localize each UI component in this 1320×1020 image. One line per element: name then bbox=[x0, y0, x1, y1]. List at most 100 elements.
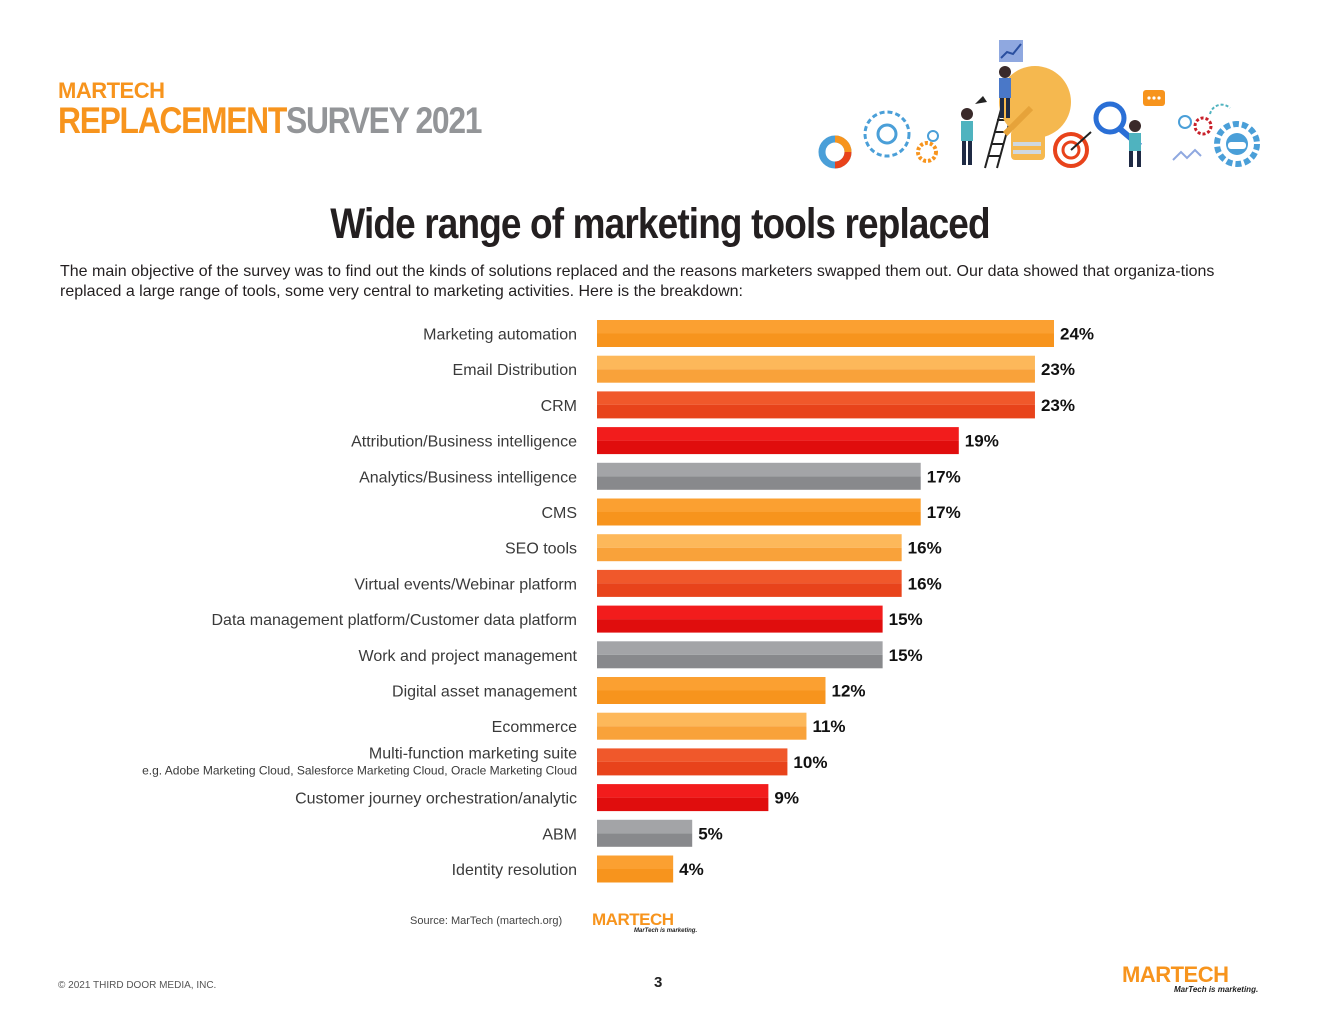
lightbulb-icon bbox=[999, 66, 1071, 160]
category-label: ABM bbox=[542, 826, 577, 843]
bar-value-label: 4% bbox=[679, 860, 704, 879]
category-label: Identity resolution bbox=[452, 862, 577, 879]
bar-value-label: 12% bbox=[832, 682, 866, 701]
bar bbox=[597, 498, 921, 512]
bar-group: 23% Email Distribution bbox=[453, 355, 1075, 383]
bar-shade bbox=[597, 583, 902, 597]
bar-shade bbox=[597, 333, 1054, 347]
bar-group: 15% Work and project management bbox=[359, 641, 923, 669]
bar-value-label: 10% bbox=[793, 753, 827, 772]
bar-group: 11% Ecommerce bbox=[492, 712, 846, 740]
bar-shade bbox=[597, 761, 788, 776]
bar-group: 17% CMS bbox=[541, 498, 961, 526]
bar-value-label: 24% bbox=[1060, 325, 1094, 344]
bar bbox=[597, 677, 826, 691]
bar-group: 4% Identity resolution bbox=[452, 855, 704, 883]
bar-value-label: 9% bbox=[774, 789, 799, 808]
bar-group: 23% CRM bbox=[541, 391, 1075, 419]
bar-value-label: 23% bbox=[1041, 360, 1075, 379]
bar-value-label: 11% bbox=[812, 717, 845, 736]
source-logo: MARTECH bbox=[592, 910, 674, 929]
category-label: Data management platform/Customer data p… bbox=[212, 612, 578, 629]
bar-shade bbox=[597, 869, 674, 883]
bar-group: 5% ABM bbox=[542, 819, 723, 847]
bar bbox=[597, 355, 1035, 370]
bar-value-label: 17% bbox=[927, 467, 961, 486]
person-icon bbox=[961, 96, 987, 165]
footer-logo: MARTECH bbox=[1122, 962, 1229, 987]
page-title: Wide range of marketing tools replaced bbox=[330, 200, 990, 248]
bar-group: 24% Marketing automation bbox=[423, 320, 1094, 347]
cloud-gear-icon bbox=[1214, 121, 1260, 167]
bar-shade bbox=[597, 690, 826, 704]
category-label: CRM bbox=[541, 398, 577, 415]
category-sublabel: e.g. Adobe Marketing Cloud, Salesforce M… bbox=[142, 763, 577, 777]
bar-group: 16% SEO tools bbox=[505, 534, 942, 562]
bar-shade bbox=[597, 654, 883, 669]
bar-shade bbox=[597, 619, 883, 633]
bar-value-label: 23% bbox=[1041, 396, 1075, 415]
bar-shade bbox=[597, 726, 807, 740]
category-label: Marketing automation bbox=[423, 327, 577, 344]
bar bbox=[597, 427, 959, 441]
chat-bubble-icon bbox=[1143, 90, 1165, 106]
person-with-chart-icon bbox=[999, 40, 1023, 118]
gear-icon bbox=[863, 110, 939, 163]
intro-paragraph: The main objective of the survey was to … bbox=[60, 263, 1215, 300]
bar-value-label: 15% bbox=[889, 610, 923, 629]
pie-chart-icon bbox=[818, 135, 852, 169]
footer-tagline: MarTech is marketing. bbox=[1174, 985, 1259, 994]
bar-value-label: 19% bbox=[965, 432, 999, 451]
bar bbox=[597, 320, 1054, 334]
survey-title-logo: REPLACEMENTSURVEY 2021 bbox=[58, 100, 482, 142]
bar bbox=[597, 712, 807, 727]
category-label: Virtual events/Webinar platform bbox=[354, 576, 577, 593]
bar-shade bbox=[597, 512, 921, 526]
survey-title-gray: SURVEY 2021 bbox=[286, 100, 482, 141]
bar bbox=[597, 534, 902, 548]
category-label: Work and project management bbox=[359, 648, 578, 665]
bar-group: 19% Attribution/Business intelligence bbox=[351, 427, 999, 455]
bar-shade bbox=[597, 547, 902, 562]
bar bbox=[597, 605, 883, 620]
marketing-illustration bbox=[818, 40, 1260, 169]
survey-title-orange: REPLACEMENT bbox=[58, 100, 287, 141]
bar-group: 16% Virtual events/Webinar platform bbox=[354, 569, 942, 597]
bar-value-label: 16% bbox=[908, 539, 942, 558]
source-tagline: MarTech is marketing. bbox=[634, 928, 698, 934]
bar bbox=[597, 819, 693, 834]
bar-shade bbox=[597, 440, 959, 455]
bar-group: 15% Data management platform/Customer dat… bbox=[212, 605, 923, 633]
bar-group: 17% Analytics/Business intelligence bbox=[359, 462, 961, 490]
copyright: © 2021 THIRD DOOR MEDIA, INC. bbox=[58, 980, 217, 991]
bar bbox=[597, 462, 921, 477]
bar bbox=[597, 855, 674, 869]
magnifier-icon bbox=[1093, 101, 1142, 167]
bar bbox=[597, 641, 883, 655]
bar-shade bbox=[597, 833, 693, 847]
category-label: Attribution/Business intelligence bbox=[351, 434, 577, 451]
bar-value-label: 5% bbox=[698, 824, 723, 843]
bar-group: 12% Digital asset management bbox=[392, 677, 866, 704]
bar-group: 9% Customer journey orchestration/analyti… bbox=[295, 784, 799, 812]
bar bbox=[597, 569, 902, 584]
bar-value-label: 15% bbox=[889, 646, 923, 665]
category-label: SEO tools bbox=[505, 541, 577, 558]
category-label: Ecommerce bbox=[492, 719, 577, 736]
bar-shade bbox=[597, 404, 1035, 419]
category-label: CMS bbox=[541, 505, 577, 522]
bar-shade bbox=[597, 797, 769, 812]
bar-value-label: 16% bbox=[908, 574, 942, 593]
category-label: Analytics/Business intelligence bbox=[359, 469, 577, 486]
category-label: Email Distribution bbox=[453, 362, 577, 379]
category-label: Customer journey orchestration/analytic bbox=[295, 791, 577, 808]
bar-value-label: 17% bbox=[927, 503, 961, 522]
network-icon bbox=[1172, 103, 1231, 161]
brand-logo: MARTECH bbox=[58, 78, 165, 103]
page-number: 3 bbox=[654, 974, 663, 991]
bar-shade bbox=[597, 476, 921, 490]
category-label: Multi-function marketing suite bbox=[369, 745, 577, 762]
target-icon bbox=[1053, 131, 1092, 168]
